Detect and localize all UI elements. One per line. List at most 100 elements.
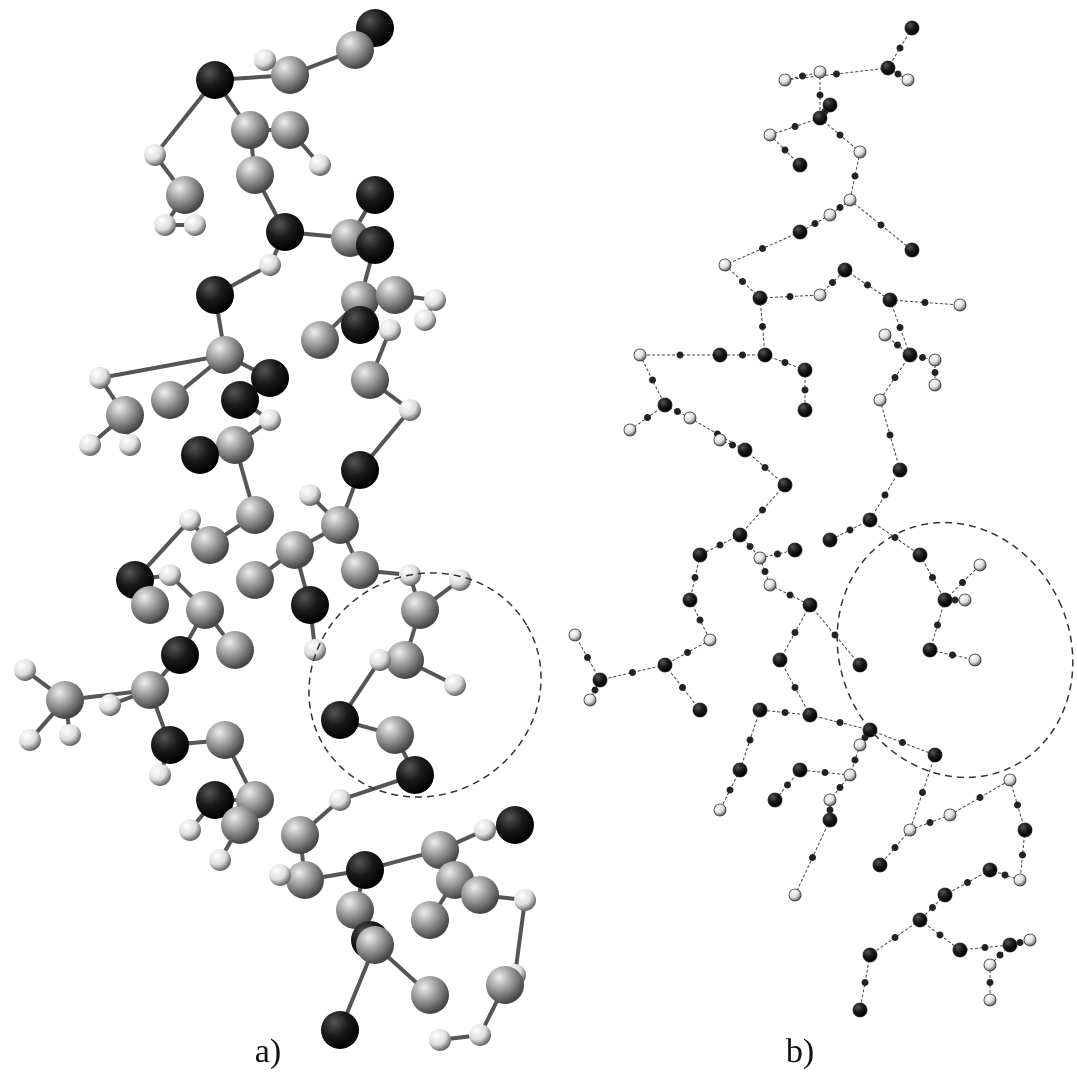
atom	[411, 976, 449, 1014]
atom	[1014, 874, 1026, 886]
atom	[369, 649, 391, 671]
critical-point	[817, 92, 824, 99]
atom	[658, 658, 672, 672]
critical-point	[852, 173, 859, 180]
atom	[904, 824, 916, 836]
atom	[346, 851, 384, 889]
atom	[496, 806, 534, 844]
critical-point	[987, 979, 994, 986]
critical-point	[887, 432, 894, 439]
atom	[276, 531, 314, 569]
atom	[778, 478, 792, 492]
critical-point	[937, 932, 944, 939]
critical-point	[684, 649, 691, 656]
atom	[824, 794, 836, 806]
atom	[569, 629, 581, 641]
critical-point	[862, 979, 869, 986]
critical-point	[922, 299, 929, 306]
atom	[191, 526, 229, 564]
atom	[853, 1003, 867, 1017]
critical-point	[812, 220, 819, 227]
atom	[789, 889, 801, 901]
atom	[356, 176, 394, 214]
atom	[216, 426, 254, 464]
critical-point	[727, 787, 734, 794]
atom	[271, 111, 309, 149]
atom	[271, 56, 309, 94]
atom	[106, 396, 144, 434]
critical-point	[782, 359, 789, 366]
critical-point	[739, 352, 746, 359]
atom	[693, 548, 707, 562]
atom	[863, 948, 877, 962]
atom	[336, 31, 374, 69]
critical-point	[927, 819, 934, 826]
critical-point	[629, 669, 636, 676]
atom	[424, 289, 446, 311]
critical-point	[792, 684, 799, 691]
critical-point	[952, 597, 959, 604]
atom	[89, 367, 111, 389]
critical-point	[747, 543, 754, 550]
critical-point	[747, 737, 754, 744]
body: a) b) (() => { const data = JSON.parse(d…	[0, 0, 1077, 1081]
atom	[206, 336, 244, 374]
atom	[913, 913, 927, 927]
atom	[461, 876, 499, 914]
atom	[893, 463, 907, 477]
critical-point	[964, 879, 971, 886]
critical-point	[802, 387, 809, 394]
atom	[753, 291, 767, 305]
panel-label: b)	[786, 1033, 814, 1070]
atom	[1004, 774, 1016, 786]
critical-point	[949, 652, 956, 659]
atom	[309, 154, 331, 176]
atom	[758, 348, 772, 362]
atom	[341, 306, 379, 344]
critical-point	[929, 574, 936, 581]
critical-point	[929, 904, 936, 911]
critical-point	[919, 789, 926, 796]
atom	[764, 579, 776, 591]
atom	[236, 561, 274, 599]
atom	[984, 959, 996, 971]
critical-point	[774, 551, 781, 558]
atom	[593, 673, 607, 687]
atom	[221, 806, 259, 844]
critical-point	[852, 757, 859, 764]
critical-point	[784, 782, 791, 789]
atom	[824, 209, 836, 221]
atom	[798, 403, 812, 417]
atom	[321, 506, 359, 544]
atom	[793, 763, 807, 777]
critical-point	[894, 342, 901, 349]
atom	[299, 484, 321, 506]
atom	[823, 813, 837, 827]
atom	[379, 319, 401, 341]
critical-point	[833, 71, 840, 78]
critical-point	[959, 579, 966, 586]
critical-point	[897, 45, 904, 52]
atom	[474, 819, 496, 841]
atom	[151, 381, 189, 419]
critical-point	[982, 944, 989, 951]
critical-point	[792, 123, 799, 130]
atom	[186, 591, 224, 629]
atom	[814, 289, 826, 301]
atom	[236, 156, 274, 194]
atom	[983, 863, 997, 877]
atom	[683, 593, 697, 607]
critical-point	[787, 592, 794, 599]
critical-point	[674, 408, 681, 415]
atom	[469, 1024, 491, 1046]
critical-point	[892, 844, 899, 851]
atom	[269, 864, 291, 886]
atom	[14, 659, 36, 681]
atom	[754, 552, 766, 564]
atom	[813, 111, 827, 125]
atom	[221, 381, 259, 419]
atom	[119, 434, 141, 456]
atom	[231, 111, 269, 149]
atom	[151, 726, 189, 764]
atom	[719, 259, 731, 271]
